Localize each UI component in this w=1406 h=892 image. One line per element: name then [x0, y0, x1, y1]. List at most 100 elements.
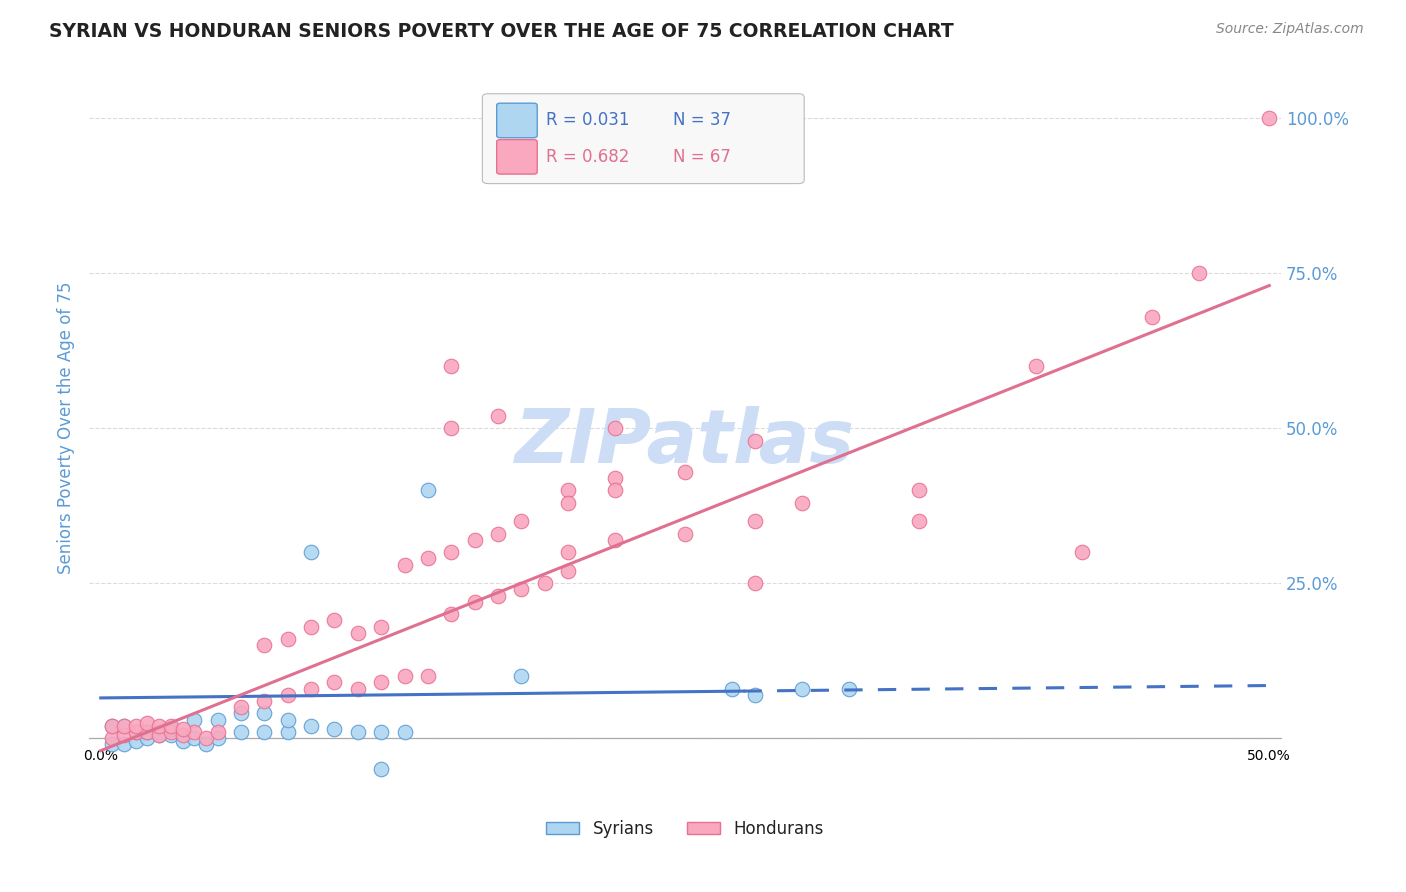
Text: SYRIAN VS HONDURAN SENIORS POVERTY OVER THE AGE OF 75 CORRELATION CHART: SYRIAN VS HONDURAN SENIORS POVERTY OVER …: [49, 22, 953, 41]
Point: [125, 734, 148, 748]
Point: [440, 545, 463, 559]
Point: [603, 533, 626, 547]
Point: [148, 728, 170, 742]
Point: [440, 359, 463, 374]
Point: [148, 728, 170, 742]
Point: [907, 483, 929, 498]
Point: [125, 719, 148, 733]
Point: [1025, 359, 1047, 374]
Point: [557, 564, 579, 578]
Point: [183, 725, 205, 739]
Point: [299, 545, 322, 559]
Point: [277, 725, 299, 739]
Point: [603, 421, 626, 435]
Point: [440, 421, 463, 435]
Point: [112, 719, 135, 733]
Point: [160, 725, 183, 739]
Point: [1188, 266, 1211, 280]
Point: [148, 725, 170, 739]
Point: [229, 700, 252, 714]
Point: [416, 669, 439, 683]
Point: [533, 576, 555, 591]
Point: [112, 719, 135, 733]
Point: [370, 762, 392, 776]
Point: [207, 713, 229, 727]
Point: [323, 722, 346, 736]
Point: [394, 669, 416, 683]
Point: [148, 719, 170, 733]
Point: [253, 638, 276, 652]
Text: R = 0.682: R = 0.682: [546, 148, 628, 166]
Point: [194, 738, 217, 752]
Point: [172, 728, 194, 742]
Point: [394, 725, 416, 739]
Point: [207, 731, 229, 746]
Point: [464, 595, 486, 609]
Point: [510, 514, 533, 528]
Point: [440, 607, 463, 622]
Point: [125, 725, 148, 739]
Point: [370, 725, 392, 739]
Point: [299, 719, 322, 733]
Legend: Syrians, Hondurans: Syrians, Hondurans: [540, 813, 831, 844]
Point: [125, 725, 148, 739]
Text: N = 67: N = 67: [673, 148, 731, 166]
Point: [277, 713, 299, 727]
Text: Source: ZipAtlas.com: Source: ZipAtlas.com: [1216, 22, 1364, 37]
Point: [673, 526, 696, 541]
Point: [160, 728, 183, 742]
Point: [394, 558, 416, 572]
Point: [323, 675, 346, 690]
Point: [299, 681, 322, 696]
Point: [183, 713, 205, 727]
Point: [744, 576, 766, 591]
Point: [172, 734, 194, 748]
Point: [416, 551, 439, 566]
Point: [136, 731, 159, 746]
Point: [510, 582, 533, 597]
FancyBboxPatch shape: [496, 139, 537, 174]
Point: [370, 675, 392, 690]
Point: [112, 738, 135, 752]
Point: [136, 725, 159, 739]
Point: [347, 681, 370, 696]
Point: [183, 731, 205, 746]
Point: [101, 731, 124, 746]
Point: [486, 526, 509, 541]
Point: [253, 706, 276, 721]
Text: R = 0.031: R = 0.031: [546, 112, 628, 129]
Point: [101, 719, 124, 733]
Point: [510, 669, 533, 683]
Point: [229, 725, 252, 739]
Point: [907, 514, 929, 528]
Point: [370, 619, 392, 633]
Y-axis label: Seniors Poverty Over the Age of 75: Seniors Poverty Over the Age of 75: [58, 282, 75, 574]
Point: [486, 589, 509, 603]
Point: [323, 614, 346, 628]
Point: [1071, 545, 1094, 559]
Text: ZIPatlas: ZIPatlas: [515, 406, 855, 479]
Point: [347, 725, 370, 739]
Point: [172, 722, 194, 736]
Point: [1258, 111, 1281, 125]
Point: [101, 738, 124, 752]
Point: [744, 434, 766, 448]
Point: [136, 715, 159, 730]
Point: [277, 632, 299, 646]
Point: [603, 471, 626, 485]
Point: [1142, 310, 1164, 324]
Point: [464, 533, 486, 547]
Point: [790, 495, 813, 509]
Point: [603, 483, 626, 498]
Point: [253, 725, 276, 739]
Point: [673, 465, 696, 479]
Point: [160, 722, 183, 736]
Point: [299, 619, 322, 633]
FancyBboxPatch shape: [482, 94, 804, 184]
Text: N = 37: N = 37: [673, 112, 731, 129]
Point: [557, 495, 579, 509]
Point: [136, 725, 159, 739]
Point: [347, 625, 370, 640]
FancyBboxPatch shape: [496, 103, 537, 137]
Point: [790, 681, 813, 696]
